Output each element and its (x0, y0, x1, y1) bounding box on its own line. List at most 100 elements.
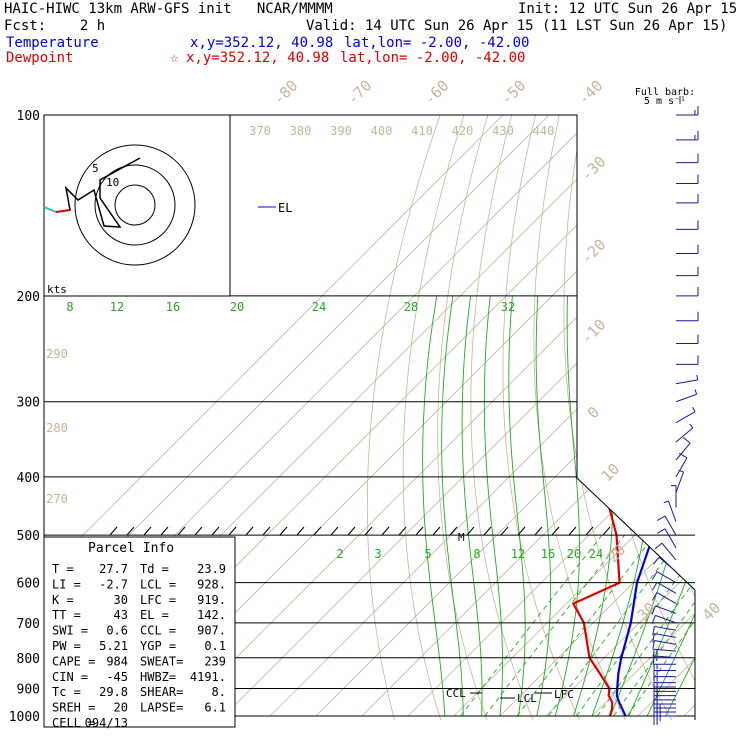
parcel-value: 20 (114, 701, 128, 715)
hatch-mark (517, 526, 526, 536)
el-label: EL (278, 201, 292, 215)
pressure-tick-label: 300 (17, 396, 40, 411)
theta-label: 290 (46, 347, 68, 361)
dry-adiabat-line (592, 115, 695, 720)
mixing-ratio-label: 3 (374, 547, 381, 561)
parcel-value: 29.8 (99, 685, 128, 699)
mixing-ratio-label: 24 (312, 300, 326, 314)
parcel-value: 239 (204, 654, 226, 668)
hatch-mark (313, 526, 322, 536)
isotherm-label: -70 (344, 77, 376, 109)
wind-barb-flag (652, 655, 655, 665)
parcel-label: LI = (52, 577, 81, 591)
parcel-info-box (43, 536, 236, 728)
wind-barb (675, 442, 691, 461)
isotherm-line (453, 115, 695, 717)
isotherm-label: 40 (699, 599, 725, 625)
pressure-tick-label: 400 (17, 471, 40, 486)
hatch-mark (194, 526, 203, 536)
hodograph-ring-label: 5 (92, 162, 99, 175)
wind-barb (654, 633, 677, 638)
theta-label: 380 (290, 124, 312, 138)
isotherm-line (315, 115, 695, 717)
wind-barb (664, 528, 677, 549)
barb-key-label: Full barb: (635, 87, 695, 98)
pressure-tick-label: 1000 (9, 710, 40, 725)
parcel-value: 142. (197, 608, 226, 622)
wind-barb (664, 515, 677, 536)
hatch-mark (483, 526, 492, 536)
hatch-mark (211, 526, 220, 536)
dry-adiabat-line (502, 115, 584, 720)
hatch-mark (449, 526, 458, 536)
parcel-label: LFC = (140, 593, 176, 607)
temperature-line (615, 115, 695, 717)
wind-barb-flag (651, 615, 656, 625)
parcel-value: 30 (114, 593, 128, 607)
isotherm-line (44, 115, 504, 717)
hatch-mark (126, 526, 135, 536)
isotherm-label: 30 (634, 599, 660, 625)
hatch-mark (347, 526, 356, 536)
init-time: Init: 12 UTC Sun 26 Apr 15 (518, 1, 738, 17)
forecast-hour: Fcst: 2 h (4, 18, 106, 34)
wind-barb (675, 427, 694, 443)
parcel-value: 984 (106, 654, 128, 668)
hatch-mark (262, 526, 271, 536)
hodograph-ring (94, 164, 176, 246)
hatch-mark (415, 526, 424, 536)
wind-barb (675, 457, 688, 478)
theta-label: 430 (492, 124, 514, 138)
parcel-value: -2.7 (99, 577, 128, 591)
mixing-ratio-label: 28 (404, 300, 418, 314)
wind-barb-flag (654, 542, 663, 550)
dry-adiabat-line (402, 115, 465, 720)
hatch-mark (602, 526, 611, 536)
isotherm-line (545, 115, 695, 717)
parcel-value: 8. (212, 685, 226, 699)
hatch-mark (432, 526, 441, 536)
moist-adiabat-line (483, 295, 503, 717)
mixing-ratio-line (627, 534, 695, 717)
hodograph-ring-label: 10 (106, 176, 119, 189)
dry-adiabat-line (437, 115, 491, 720)
parcel-label: EL = (140, 608, 169, 622)
valid-time: Valid: 14 UTC Sun 26 Apr 15 (11 LST Sun … (306, 18, 728, 34)
moist-adiabat-line (441, 295, 464, 716)
hodograph-ring (114, 184, 156, 226)
mixing-ratio-label: 16 (541, 547, 555, 561)
parcel-label: CELL = (52, 716, 95, 730)
parcel-value: 0.1 (204, 639, 226, 653)
temperature-legend: Temperature (6, 35, 99, 51)
parcel-label: LCL = (140, 577, 176, 591)
parcel-label: SREH = (52, 701, 95, 715)
theta-label: 440 (533, 124, 555, 138)
hatch-mark (228, 526, 237, 536)
wind-barb-flag (652, 592, 658, 601)
wind-barb (675, 393, 697, 403)
moist-adiabat-line (665, 295, 695, 717)
isotherm-label: 0 (584, 403, 603, 422)
hatch-mark (551, 526, 560, 536)
wind-barb (654, 648, 677, 652)
wind-barb (654, 655, 677, 659)
isotherm-line (223, 115, 695, 717)
isotherm-label: -50 (498, 77, 530, 109)
model-title: HAIC-HIWC 13km ARW-GFS init NCAR/MMMM (4, 1, 333, 17)
wind-barb (656, 581, 677, 594)
theta-label: 420 (452, 124, 474, 138)
wind-barb (675, 411, 696, 424)
temperature-latlon: lat,lon= -2.00, -42.00 (344, 35, 530, 51)
parcel-label: PW = (52, 639, 81, 653)
pressure-tick-label: 600 (17, 577, 40, 592)
pressure-tick-label: 900 (17, 682, 40, 697)
dry-adiabat-line (470, 115, 538, 720)
hatch-mark (500, 526, 509, 536)
parcel-label: Td = (140, 562, 169, 576)
isotherm-label: -10 (578, 316, 610, 348)
mixing-ratio-label: 16 (166, 300, 180, 314)
hatch-mark (381, 526, 390, 536)
pressure-tick-label: 700 (17, 617, 40, 632)
wind-barb-flag (656, 515, 666, 521)
hatch-mark (330, 526, 339, 536)
